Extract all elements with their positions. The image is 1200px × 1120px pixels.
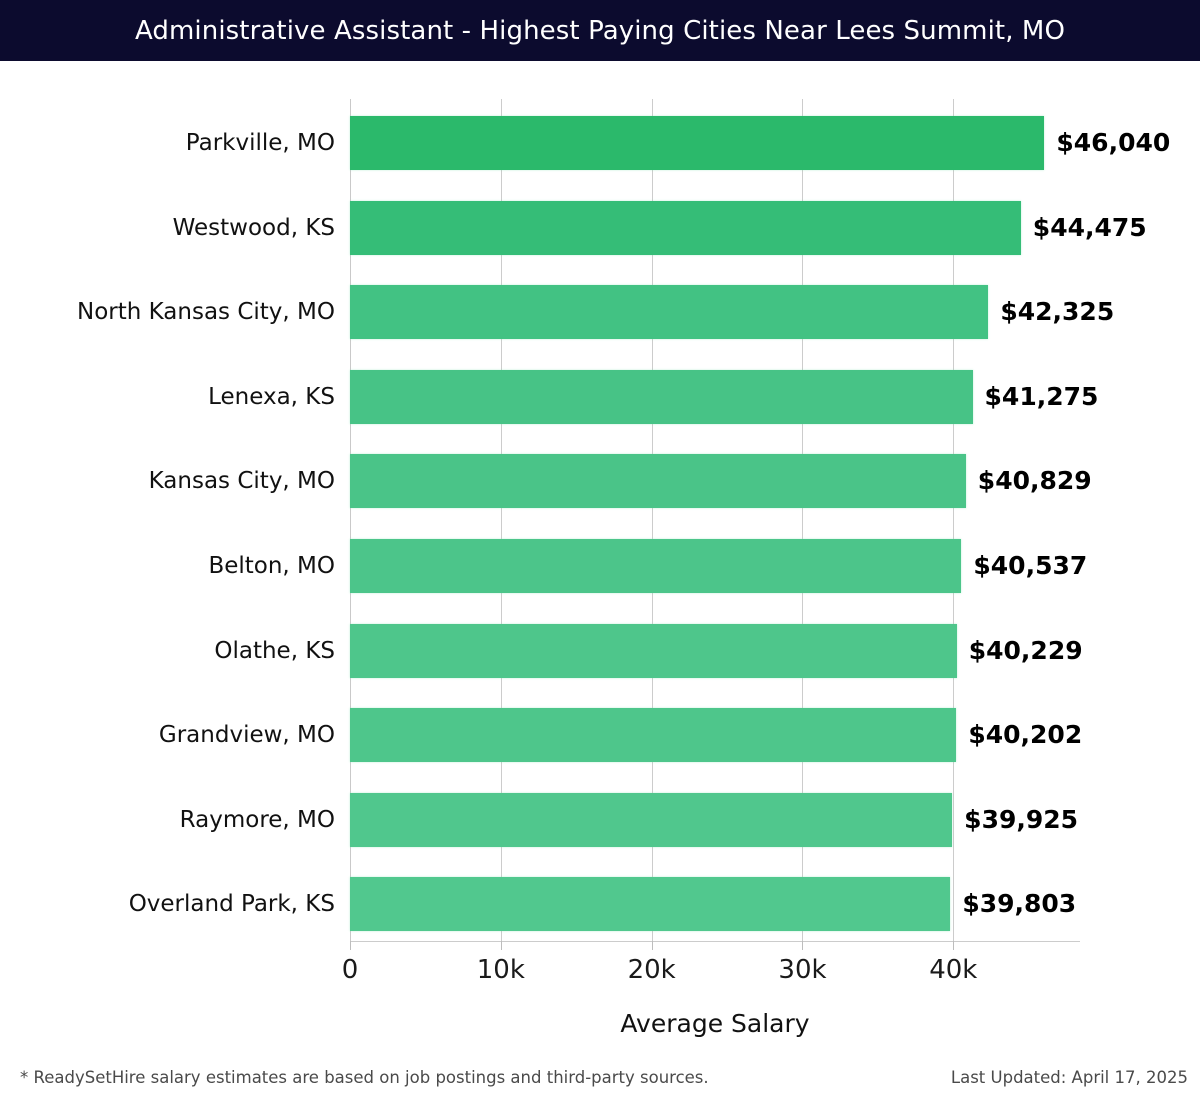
- bar-category-label: Westwood, KS: [172, 214, 335, 241]
- x-axis-title: Average Salary: [620, 1009, 810, 1038]
- x-tick-0: [350, 941, 351, 950]
- bar[interactable]: [350, 200, 1021, 255]
- bar-category-label: Lenexa, KS: [208, 383, 335, 410]
- bar-category-label: Overland Park, KS: [128, 891, 335, 918]
- bar-category-label: Olathe, KS: [214, 637, 335, 664]
- x-tick-label-30000: 30k: [778, 955, 827, 985]
- bar[interactable]: [350, 116, 1045, 170]
- x-tick-10000: [500, 941, 502, 950]
- bar-category-label: Raymore, MO: [179, 806, 335, 833]
- footer-disclaimer: * ReadySetHire salary estimates are base…: [20, 1068, 709, 1087]
- bar-value-label: $40,202: [968, 720, 1083, 750]
- bar-row[interactable]: Kansas City, MO $40,829: [0, 454, 1200, 509]
- bar-row[interactable]: Belton, MO $40,537: [0, 539, 1200, 593]
- bar-row[interactable]: Olathe, KS $40,229: [0, 623, 1200, 678]
- bar-category-label: Belton, MO: [208, 553, 335, 579]
- bar-row[interactable]: Parkville, MO $46,040: [0, 116, 1200, 170]
- x-tick-label-20000: 20k: [627, 955, 676, 985]
- chart-footer: * ReadySetHire salary estimates are base…: [0, 1068, 1200, 1120]
- bar-value-label: $44,475: [1032, 212, 1147, 242]
- bar-category-label: Kansas City, MO: [148, 468, 335, 495]
- x-tick-label-40000: 40k: [929, 955, 978, 985]
- bar-row[interactable]: North Kansas City, MO $42,325: [0, 285, 1200, 340]
- bar[interactable]: [350, 454, 966, 509]
- bar-value-label: $40,537: [973, 551, 1088, 580]
- bar-value-label: $39,925: [964, 804, 1079, 834]
- bar-category-label: North Kansas City, MO: [76, 299, 335, 326]
- bar-value-label: $39,803: [962, 889, 1077, 919]
- bar-category-label: Grandview, MO: [158, 722, 335, 749]
- bar-row[interactable]: Overland Park, KS $39,803: [0, 877, 1200, 932]
- bar-value-label: $46,040: [1056, 128, 1171, 157]
- bar[interactable]: [350, 285, 989, 340]
- gridline-x-30000: [802, 99, 804, 941]
- chart-header-bar: Administrative Assistant - Highest Payin…: [0, 0, 1200, 61]
- bar-category-label: Parkville, MO: [185, 130, 335, 156]
- x-axis-line: [350, 941, 1080, 942]
- x-tick-20000: [651, 941, 653, 950]
- bar-value-label: $40,829: [977, 466, 1092, 496]
- gridline-x-0: [350, 99, 351, 941]
- gridline-x-20000: [651, 99, 653, 941]
- bar-row[interactable]: Raymore, MO $39,925: [0, 792, 1200, 847]
- bar-value-label: $41,275: [984, 381, 1099, 411]
- x-tick-30000: [802, 941, 804, 950]
- bar[interactable]: [350, 369, 973, 424]
- page-title: Administrative Assistant - Highest Payin…: [134, 15, 1066, 46]
- x-tick-label-10000: 10k: [476, 955, 525, 985]
- x-tick-40000: [953, 941, 955, 950]
- bar-row[interactable]: Grandview, MO $40,202: [0, 708, 1200, 763]
- bar[interactable]: [350, 539, 962, 593]
- bar[interactable]: [350, 708, 957, 763]
- bar[interactable]: [350, 877, 951, 932]
- x-tick-label-0: 0: [341, 955, 359, 985]
- bar[interactable]: [350, 623, 957, 678]
- gridline-x-10000: [500, 99, 502, 941]
- plot-area: [350, 99, 1080, 941]
- bar-value-label: $42,325: [1000, 297, 1115, 327]
- footer-last-updated: Last Updated: April 17, 2025: [950, 1068, 1188, 1087]
- bar-value-label: $40,229: [968, 635, 1083, 665]
- bar-row[interactable]: Westwood, KS $44,475: [0, 200, 1200, 255]
- gridline-x-40000: [953, 99, 955, 941]
- chart-plot-region: 0 10k 20k 30k 40k Parkville, MO $46,040 Westwoo…: [0, 61, 1200, 1060]
- bar[interactable]: [350, 792, 953, 847]
- bar-row[interactable]: Lenexa, KS $41,275: [0, 369, 1200, 424]
